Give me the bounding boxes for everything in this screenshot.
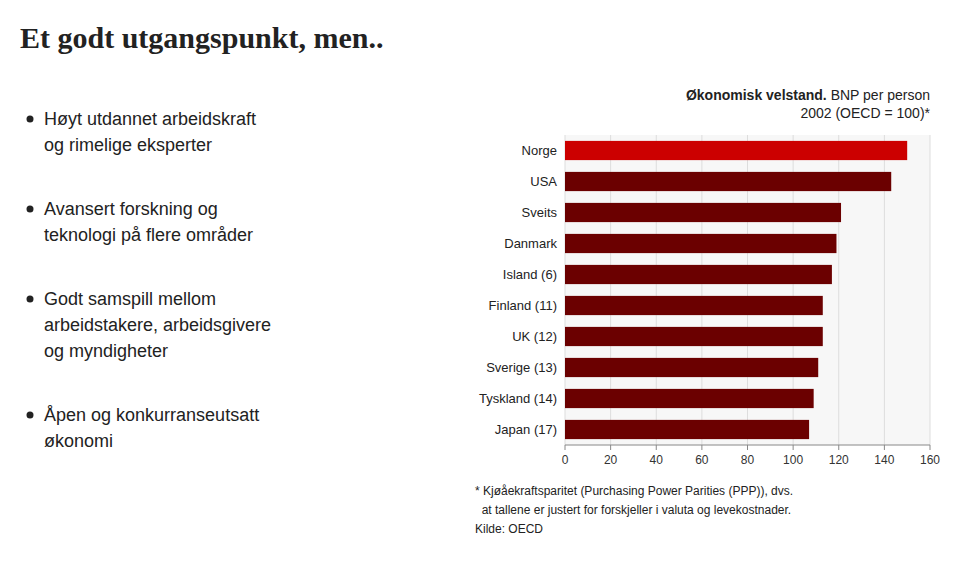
tick-label: 160 (920, 453, 940, 467)
tick-mark (610, 445, 611, 450)
tick-label: 120 (829, 453, 849, 467)
bar (565, 327, 823, 346)
bullet-line: økonomi (44, 431, 113, 451)
chart-title: Økonomisk velstand. (686, 87, 827, 103)
tick-mark (838, 445, 839, 450)
tick-mark (701, 445, 702, 450)
category-label: Sverige (13) (486, 360, 557, 375)
x-axis-line (565, 445, 930, 446)
bar (565, 358, 818, 377)
category-label: Norge (522, 143, 557, 158)
category-label: Japan (17) (495, 422, 557, 437)
bullet-marker (27, 412, 34, 419)
chart-subtitle: BNP per person (827, 87, 930, 103)
category-label: Sveits (522, 205, 558, 220)
tick-mark (747, 445, 748, 450)
tick-mark (656, 445, 657, 450)
tick-label: 140 (874, 453, 894, 467)
bar (565, 172, 891, 191)
bullet-text: Åpen og konkurranseutsatt økonomi (44, 405, 259, 451)
page: Et godt utgangspunkt, men.. Høyt utdannet… (0, 0, 960, 577)
category-label: Tyskland (14) (479, 391, 557, 406)
footnote: Kilde: OECD (475, 522, 543, 536)
plot-background (565, 135, 930, 445)
tick-mark (565, 445, 566, 450)
tick-mark (793, 445, 794, 450)
category-label: Finland (11) (489, 298, 557, 313)
tick-mark (930, 445, 931, 450)
tick-label: 100 (783, 453, 803, 467)
bar (565, 389, 814, 408)
tick-label: 20 (604, 453, 618, 467)
chart-subtitle: 2002 (OECD = 100)* (800, 105, 930, 121)
bullet-line: Godt samspill mellom (44, 289, 216, 309)
tick-label: 60 (695, 453, 709, 467)
tick-label: 80 (741, 453, 755, 467)
bullet-line: arbeidstakere, arbeidsgivere (44, 315, 271, 335)
tick-label: 0 (562, 453, 569, 467)
bullet-line: teknologi på flere områder (44, 225, 253, 245)
bullet-line: Åpen og konkurranseutsatt (44, 405, 259, 425)
bar (565, 296, 823, 315)
grid-line (930, 135, 931, 445)
bullet-text: Godt samspill mellom arbeidstakere, arbei… (44, 289, 271, 361)
category-label: USA (530, 174, 557, 189)
bullet-line: og myndigheter (44, 341, 168, 361)
bars (565, 141, 907, 439)
bullet-text: Avansert forskning og teknologi på flere … (44, 199, 253, 245)
category-label: Island (6) (503, 267, 557, 282)
bar (565, 265, 832, 284)
chart-title-line: Økonomisk velstand. BNP per person (686, 87, 930, 103)
tick-mark (884, 445, 885, 450)
bar (565, 203, 841, 222)
bar (565, 234, 836, 253)
bullet-line: Avansert forskning og (44, 199, 218, 219)
category-label: Danmark (504, 236, 557, 251)
footnote: * Kjøåekraftsparitet (Purchasing Power P… (475, 484, 793, 498)
bullet-marker (27, 206, 34, 213)
bullet-text: Høyt utdannet arbeidskraft og rimelige ek… (44, 109, 256, 155)
bar (565, 141, 907, 160)
tick-label: 40 (650, 453, 664, 467)
bar (565, 420, 809, 439)
bullet-line: og rimelige eksperter (44, 135, 212, 155)
bullet-line: Høyt utdannet arbeidskraft (44, 109, 256, 129)
bullet-marker (27, 296, 34, 303)
page-title: Et godt utgangspunkt, men.. (20, 21, 383, 54)
bullet-marker (27, 116, 34, 123)
category-label: UK (12) (512, 329, 557, 344)
footnote: at tallene er justert for forskjeller i … (475, 503, 791, 517)
